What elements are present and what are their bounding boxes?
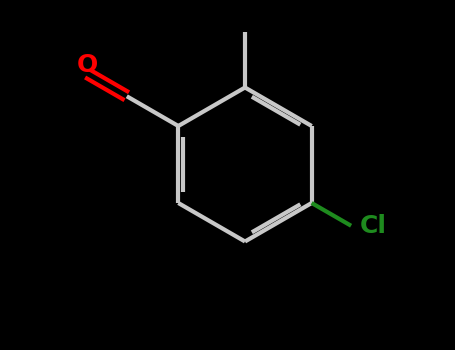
Text: O: O [77, 53, 98, 77]
Text: Cl: Cl [360, 214, 387, 238]
